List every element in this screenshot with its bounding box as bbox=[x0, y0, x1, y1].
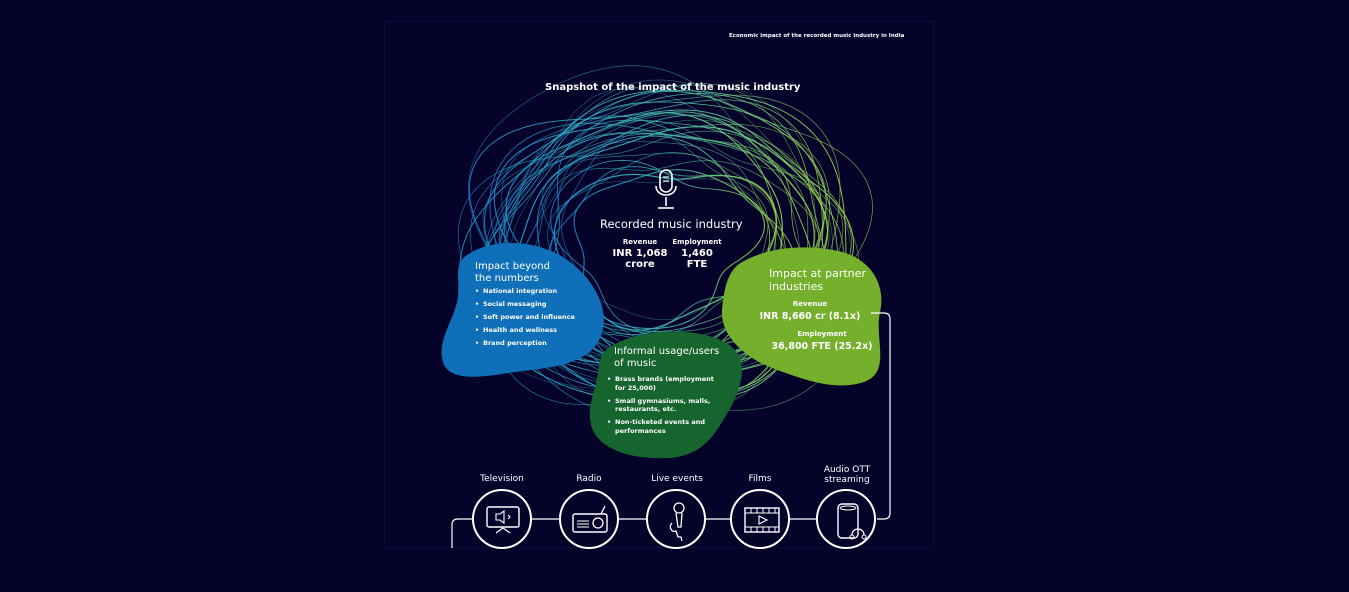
partner-blob bbox=[721, 247, 882, 386]
beyond-item: Brand perception bbox=[475, 339, 595, 348]
partner-revenue-value: INR 8,660 cr (8.1x) bbox=[759, 311, 861, 322]
swirl-ring bbox=[553, 173, 777, 331]
beyond-list: National integration Social messaging Soft… bbox=[475, 287, 595, 352]
partner-employment-value: 36,800 FTE (25.2x) bbox=[771, 341, 873, 352]
page-title: Snapshot of the impact of the music indu… bbox=[545, 82, 801, 93]
industry-label-live-events: Live events bbox=[651, 474, 703, 484]
swirl-ring bbox=[548, 166, 778, 336]
beyond-item: Health and wellness bbox=[475, 326, 595, 335]
partner-revenue-label: Revenue bbox=[792, 300, 828, 308]
header-note: Economic impact of the recorded music in… bbox=[729, 33, 905, 39]
panel-frame bbox=[384, 21, 934, 548]
swirl-ring bbox=[475, 93, 827, 381]
informal-item: Non-ticketed events and performances bbox=[607, 418, 717, 435]
smart-speaker-icon bbox=[837, 503, 867, 540]
center-revenue-value-1: INR 1,068 bbox=[612, 248, 668, 259]
beyond-item: National integration bbox=[475, 287, 595, 296]
partner-employment-label: Employment bbox=[797, 330, 847, 338]
television-circle bbox=[472, 489, 532, 549]
center-revenue-value-2: crore bbox=[625, 259, 655, 270]
partner-title-2: industries bbox=[769, 280, 824, 293]
swirl-ring bbox=[470, 84, 873, 405]
informal-list: Brass brands (employment for 25,000) Smal… bbox=[607, 375, 717, 440]
center-employment-label: Employment bbox=[672, 238, 722, 246]
center-revenue-label: Revenue bbox=[622, 238, 658, 246]
informal-item: Small gymnasiums, malls, restaurants, et… bbox=[607, 397, 717, 414]
swirl-ring bbox=[547, 152, 777, 333]
informal-title-1: Informal usage/users bbox=[614, 346, 720, 357]
center-employment-value-1: 1,460 bbox=[681, 248, 713, 259]
center-employment-value-2: FTE bbox=[686, 259, 708, 270]
beyond-title-1: Impact beyond bbox=[475, 261, 550, 272]
industry-label-television: Television bbox=[480, 474, 524, 484]
radio-icon bbox=[572, 505, 608, 533]
swirl-ring bbox=[468, 65, 861, 411]
television-icon bbox=[486, 506, 520, 534]
center-title: Recorded music industry bbox=[600, 217, 743, 231]
swirl-ring bbox=[550, 159, 771, 333]
industry-label-audio-ott: Audio OTT streaming bbox=[823, 465, 871, 485]
live-microphone-icon bbox=[669, 502, 685, 542]
swirl-ring bbox=[561, 130, 769, 354]
beyond-item: Soft power and influence bbox=[475, 313, 595, 322]
live-events-circle bbox=[646, 489, 706, 549]
beyond-item: Social messaging bbox=[475, 300, 595, 309]
informal-item: Brass brands (employment for 25,000) bbox=[607, 375, 717, 392]
microphone-icon bbox=[655, 169, 677, 209]
industry-label-radio: Radio bbox=[576, 474, 602, 484]
radio-circle bbox=[559, 489, 619, 549]
films-circle bbox=[730, 489, 790, 549]
film-strip-icon bbox=[744, 507, 780, 533]
swirl-ring bbox=[527, 160, 820, 336]
beyond-title-2: the numbers bbox=[475, 273, 539, 284]
informal-title-2: of music bbox=[614, 358, 657, 369]
swirl-ring bbox=[459, 89, 847, 398]
partner-title-1: Impact at partner bbox=[769, 267, 866, 280]
swirl-ring bbox=[573, 169, 765, 330]
industry-label-films: Films bbox=[748, 474, 772, 484]
audio-ott-circle bbox=[816, 489, 876, 549]
